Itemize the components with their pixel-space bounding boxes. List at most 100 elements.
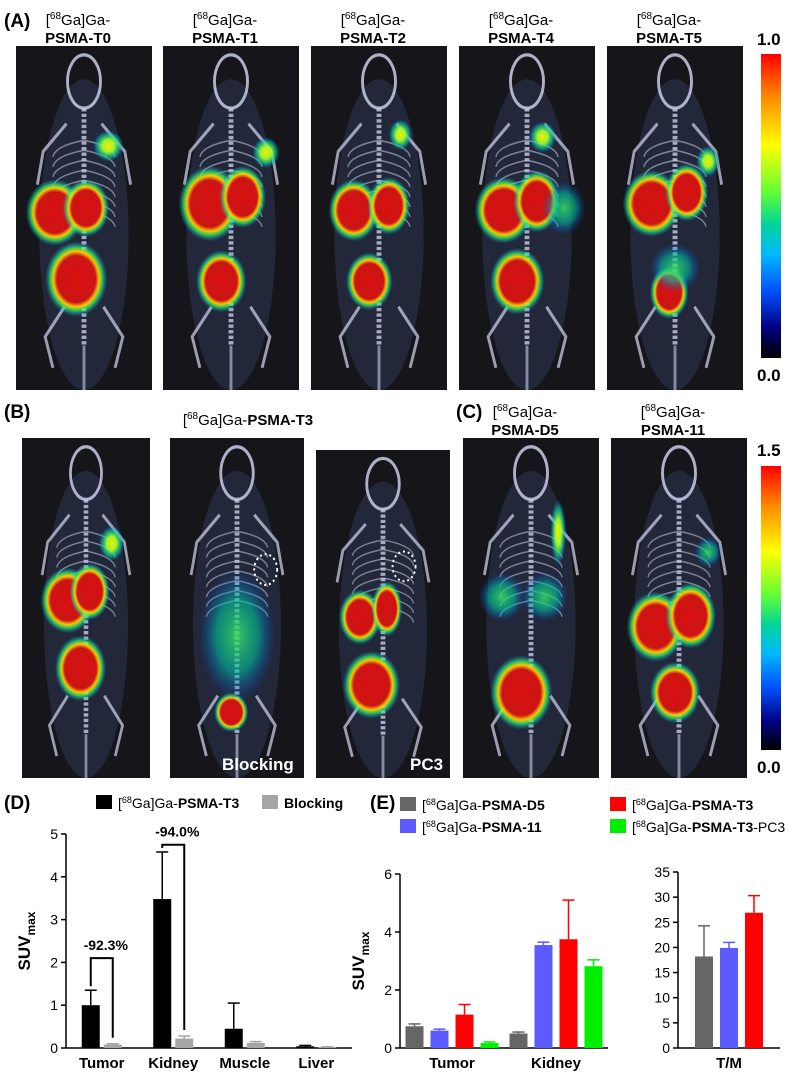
panel-c-tracer-label: [68Ga]Ga- PSMA-D5: [455, 400, 595, 440]
left-kidney-uptake: [328, 179, 379, 242]
left-kidney-uptake: [338, 589, 382, 645]
rib: [347, 139, 380, 158]
rib: [236, 550, 269, 568]
legend-prefix: [: [422, 797, 426, 813]
pet-image-b-1: [22, 438, 150, 778]
rib: [351, 548, 384, 566]
rib: [499, 530, 532, 548]
low-uptake: [649, 243, 701, 293]
rib: [678, 560, 711, 578]
tracer-name: PSMA-T1: [192, 30, 258, 47]
rib: [526, 149, 559, 168]
left-forelimb: [182, 122, 215, 186]
skull: [661, 445, 697, 502]
legend-swatch-3: [610, 819, 626, 833]
right-forelimb: [399, 522, 431, 583]
y-axis-label-subscript: max: [24, 911, 38, 935]
skull: [219, 445, 255, 502]
bar-e-tumor-2: [455, 1014, 474, 1048]
y-tick-label: 4: [50, 869, 58, 885]
legend-prefix: [: [422, 819, 426, 835]
rib: [382, 558, 415, 576]
legend-tail: -PC3: [753, 819, 785, 835]
legend-isotope: 68: [426, 819, 436, 829]
rib: [382, 567, 415, 585]
pc3-image-label: PC3: [410, 755, 444, 774]
bar-tumor-t3: [81, 1005, 100, 1048]
tracer-name: PSMA-T0: [45, 30, 111, 47]
tracer-suffix: Ga]Ga-: [504, 12, 554, 29]
bladder-uptake: [54, 635, 107, 702]
tracer-isotope: 68: [496, 403, 509, 414]
rib: [199, 149, 232, 168]
rib: [499, 550, 532, 568]
panel-c-tracer-label: [68Ga]Ga- PSMA-11: [603, 400, 743, 440]
rib: [643, 139, 676, 158]
rib: [205, 540, 238, 558]
y-tick-label: 4: [384, 924, 392, 940]
legend-suffix: Ga]Ga-: [436, 819, 482, 835]
rib: [205, 550, 238, 568]
rib: [83, 169, 116, 188]
legend-label-t3: [68Ga]Ga-PSMA-T3: [118, 795, 239, 811]
pet-image-b-2: [170, 438, 304, 778]
rib: [52, 149, 85, 168]
tracer-isotope: 68: [344, 11, 357, 22]
panel-a-tracer-label: [68Ga]Ga- PSMA-T2: [303, 8, 443, 48]
annotation-kidney-bracket: [161, 843, 186, 1031]
bar-muscle-t3: [224, 1028, 243, 1048]
rib: [205, 560, 238, 578]
bladder-uptake: [490, 247, 545, 315]
rib: [56, 530, 87, 548]
bar-e-tumor-3: [480, 1043, 499, 1048]
rib: [52, 139, 85, 158]
left-forelimb: [626, 122, 659, 186]
rib: [236, 560, 269, 578]
right-kidney-uptake: [665, 582, 716, 649]
right-hindlimb: [103, 694, 125, 757]
rib: [351, 558, 384, 576]
right-kidney-uptake: [665, 163, 709, 222]
panel-b-title: [68Ga]Ga-PSMA-T3: [182, 411, 314, 429]
tracer-isotope: 68: [644, 403, 657, 414]
legend-name: PSMA-T3: [692, 819, 754, 835]
annotation-kidney-label: -94.0%: [155, 824, 200, 840]
legend-label-2: [68Ga]Ga-PSMA-T3: [632, 797, 753, 813]
rib: [230, 159, 263, 178]
legend-label-0: [68Ga]Ga-PSMA-D5: [422, 797, 545, 813]
rib: [382, 577, 415, 595]
tumor-uptake: [252, 136, 280, 169]
y-axis-label-subscript: max: [358, 931, 372, 955]
panel-a-tracer-label: [68Ga]Ga- PSMA-T1: [155, 8, 295, 48]
y-axis-label: SUVmax: [15, 911, 38, 970]
left-forelimb: [35, 122, 68, 186]
pet-image-a-5: [607, 46, 743, 390]
tracer-suffix: Ga]Ga-: [656, 404, 706, 421]
bar-e-kidney-0: [509, 1033, 528, 1048]
tracer-suffix: Ga]Ga-: [356, 12, 406, 29]
right-hindlimb: [254, 694, 277, 757]
rib: [530, 560, 563, 578]
y-tick-label: 5: [662, 1015, 670, 1031]
right-forelimb: [101, 513, 132, 576]
rib: [347, 159, 380, 178]
skull: [69, 445, 103, 502]
tracer-prefix: [: [636, 12, 641, 29]
legend-suffix: Ga]Ga-: [646, 797, 692, 813]
tracer-name: PSMA-T2: [340, 30, 406, 47]
pet-scan-graphic: [622, 53, 724, 390]
rib: [56, 550, 87, 568]
annotation-tumor-bracket: [89, 957, 114, 1038]
left-hindlimb: [43, 305, 66, 369]
rib: [647, 560, 680, 578]
left-forelimb: [478, 122, 511, 186]
tumor-uptake: [388, 119, 413, 151]
tracer-suffix: Ga]Ga-: [508, 404, 558, 421]
tumor-uptake: [92, 130, 124, 162]
right-hindlimb: [549, 694, 572, 757]
y-tick-label: 30: [654, 889, 670, 905]
bar-liver-blocking: [318, 1047, 337, 1048]
tracer-prefix: [: [192, 12, 197, 29]
low-uptake: [542, 181, 586, 235]
rib: [647, 569, 680, 588]
